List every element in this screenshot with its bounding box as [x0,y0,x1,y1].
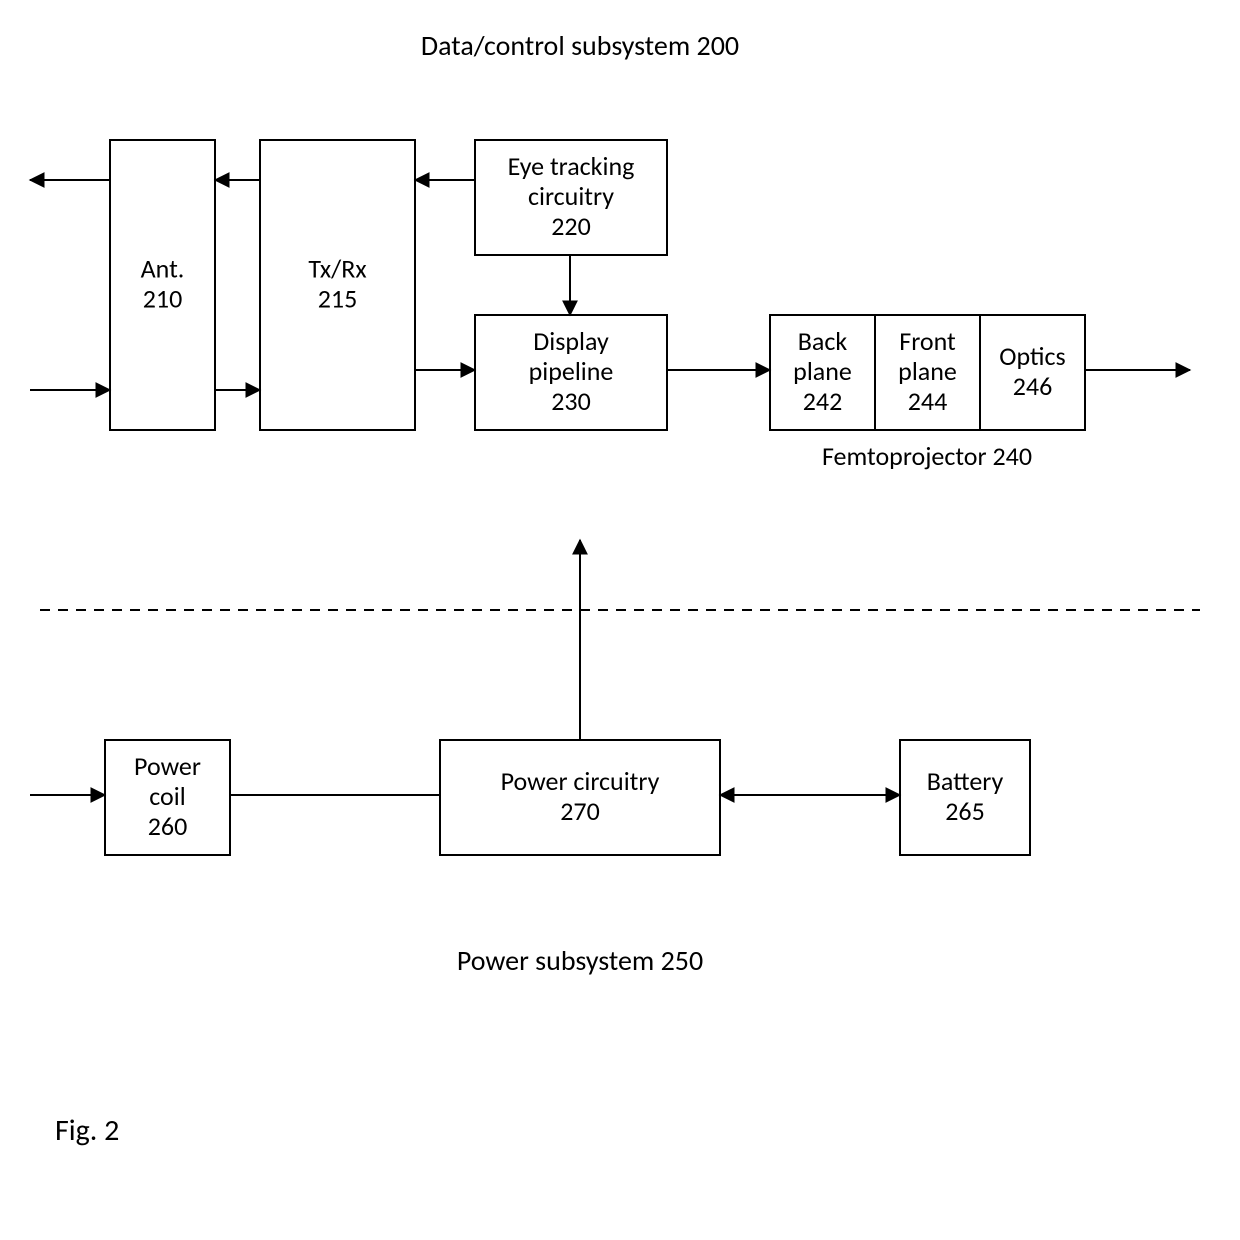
node-txrx-label-1: 215 [318,283,358,315]
node-frontplane-label-2: 244 [908,385,948,417]
bottom-title: Power subsystem 250 [457,943,703,978]
node-ant-label-1: 210 [143,283,183,315]
node-optics: Optics246 [980,315,1085,430]
node-powercoil-label-1: coil [149,780,185,812]
node-ant-label-0: Ant. [141,253,185,285]
node-backplane: Backplane242 [770,315,875,430]
node-powerckt: Power circuitry270 [440,740,720,855]
node-eye-label-2: 220 [551,210,591,242]
node-eye-label-1: circuitry [528,180,614,212]
node-pipeline-label-2: 230 [551,385,591,417]
figure-label: Fig. 2 [55,1112,119,1149]
node-ant: Ant.210 [110,140,215,430]
node-pipeline-label-1: pipeline [529,355,614,387]
node-powercoil-label-2: 260 [148,810,188,842]
femtoprojector-label: Femtoprojector 240 [822,440,1032,472]
node-pipeline-label-0: Display [533,325,609,357]
top-title: Data/control subsystem 200 [421,28,739,63]
node-txrx-label-0: Tx/Rx [308,253,366,285]
node-battery-label-0: Battery [927,765,1004,797]
node-frontplane-label-1: plane [898,355,957,387]
node-eye: Eye trackingcircuitry220 [475,140,667,255]
node-frontplane-label-0: Front [899,325,956,357]
node-backplane-label-1: plane [793,355,852,387]
block-diagram: Data/control subsystem 200 Ant.210Tx/Rx2… [0,0,1240,1240]
node-backplane-label-0: Back [798,325,848,357]
node-optics-label-1: 246 [1013,370,1053,402]
node-eye-label-0: Eye tracking [508,150,635,182]
node-battery: Battery265 [900,740,1030,855]
node-backplane-label-2: 242 [803,385,843,417]
node-powerckt-label-0: Power circuitry [501,765,660,797]
node-powercoil-label-0: Power [134,750,201,782]
node-powerckt-label-1: 270 [560,795,600,827]
node-pipeline: Displaypipeline230 [475,315,667,430]
node-battery-label-1: 265 [945,795,985,827]
node-txrx: Tx/Rx215 [260,140,415,430]
node-optics-label-0: Optics [999,340,1065,372]
node-powercoil: Powercoil260 [105,740,230,855]
node-frontplane: Frontplane244 [875,315,980,430]
